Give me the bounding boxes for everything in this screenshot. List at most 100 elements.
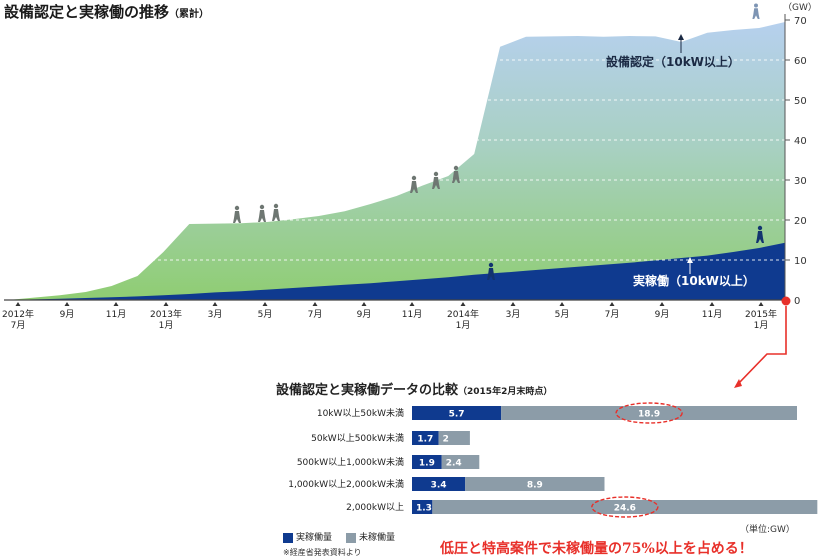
bar-operating (412, 431, 439, 445)
y-tick-label: 10 (794, 256, 807, 267)
y-unit-label: （GW） (783, 2, 817, 13)
bar-operating (412, 500, 433, 514)
bar-chart-title: 設備認定と実稼働データの比較（2015年2月末時点） (276, 379, 552, 398)
bar-value-not-operating: 24.6 (614, 504, 636, 514)
highlight-dot-icon (781, 296, 791, 306)
x-tick-marker (113, 302, 119, 306)
legend-label-operating: 実稼働量 (296, 533, 333, 543)
hiker-icon (752, 8, 760, 19)
hiker-head-icon (433, 171, 439, 177)
page-title: 設備認定と実稼働の推移（累計） (4, 1, 209, 22)
bar-operating (412, 406, 502, 420)
x-tick-marker (212, 302, 218, 306)
x-tick-label-sub: 1月 (456, 320, 471, 331)
bar-category-label: 50kW以上500kW未満 (311, 432, 404, 444)
hiker-icon (756, 231, 764, 243)
series-label-certified: 設備認定（10kW以上） (606, 54, 740, 69)
x-tick-marker (460, 302, 466, 306)
hiker-icon (452, 171, 460, 183)
legend-item-operating: 実稼働量 (283, 530, 332, 543)
legend-item-not-operating: 未稼働量 (346, 530, 395, 543)
x-tick-label: 5月 (258, 309, 273, 320)
x-tick-marker (510, 302, 516, 306)
legend-swatch-not-operating (346, 532, 357, 543)
bar-operating (412, 477, 466, 491)
bar-value-not-operating: 2.4 (446, 459, 462, 469)
operating-area (8, 242, 785, 300)
x-tick-marker (361, 302, 367, 306)
bar-value-operating: 1.9 (419, 459, 435, 469)
pointer-arrowhead-icon (734, 379, 742, 388)
bar-category-label: 500kW以上1,000kW未満 (297, 456, 404, 468)
x-tick-label: 11月 (402, 309, 422, 320)
x-tick-label: 7月 (605, 309, 620, 320)
y-tick-label: 40 (794, 136, 807, 147)
y-tick-label: 60 (794, 56, 807, 67)
pointer-arrow (737, 306, 787, 385)
hiker-head-icon (757, 225, 763, 231)
series-label-operating: 実稼働（10kW以上） (633, 273, 755, 288)
x-tick-label: 2013年 (150, 308, 182, 320)
bar-not-operating (465, 477, 605, 491)
hiker-icon (487, 268, 495, 280)
y-tick-label: 30 (794, 176, 807, 187)
series-arrowhead-operating (687, 257, 693, 263)
x-tick-label-sub: 1月 (159, 320, 174, 331)
bar-not-operating (432, 500, 818, 514)
bar-value-not-operating: 18.9 (638, 410, 660, 420)
certified-area (8, 22, 785, 300)
bar-value-operating: 1.3 (416, 504, 432, 514)
y-tick-label: 50 (794, 96, 807, 107)
bar-chart-title-main: 設備認定と実稼働データの比較 (276, 383, 459, 398)
hiker-head-icon (754, 3, 758, 8)
hiker-head-icon (488, 262, 494, 268)
page-title-sub: （累計） (169, 9, 210, 20)
bar-not-operating (441, 455, 480, 469)
x-tick-marker (64, 302, 70, 306)
bar-legend: 実稼働量 未稼働量 (283, 530, 395, 543)
hiker-head-icon (411, 175, 417, 181)
page-title-main: 設備認定と実稼働の推移 (4, 3, 170, 21)
x-tick-marker (559, 302, 565, 306)
bar-not-operating (501, 406, 797, 420)
x-tick-marker (15, 302, 21, 306)
x-tick-label: 3月 (208, 309, 223, 320)
bar-operating (412, 455, 442, 469)
hiker-head-icon (259, 204, 265, 210)
y-tick-label: 0 (794, 296, 800, 307)
x-tick-marker (758, 302, 764, 306)
x-tick-marker (163, 302, 169, 306)
bar-value-not-operating: 2 (443, 435, 449, 445)
hiker-head-icon (453, 165, 459, 171)
bar-value-operating: 3.4 (431, 481, 447, 491)
x-tick-label: 2014年 (447, 308, 479, 320)
bar-highlight-ellipse (615, 402, 683, 424)
hiker-head-icon (234, 205, 240, 211)
hiker-icon (233, 211, 241, 223)
x-tick-marker (709, 302, 715, 306)
bar-unit-label: （単位:GW） (740, 525, 795, 535)
x-tick-label: 9月 (655, 309, 670, 320)
callout-text: 低圧と特高案件で未稼働量の75%以上を占める！ (440, 541, 753, 557)
hiker-icon (272, 209, 280, 221)
x-tick-label: 5月 (555, 309, 570, 320)
x-tick-label: 9月 (60, 309, 75, 320)
y-tick-label: 70 (794, 16, 807, 27)
x-tick-label: 11月 (702, 309, 722, 320)
x-tick-marker (609, 302, 615, 306)
x-tick-label: 2015年 (745, 308, 777, 320)
x-tick-label-sub: 7月 (11, 320, 26, 331)
bar-category-label: 1,000kW以上2,000kW未満 (288, 478, 404, 490)
bar-not-operating (438, 431, 470, 445)
source-note: ※経産省発表資料より (283, 548, 362, 557)
hiker-icon (410, 181, 418, 193)
series-arrowhead-certified (678, 34, 684, 40)
bar-highlight-ellipse (591, 496, 659, 518)
x-tick-marker (409, 302, 415, 306)
x-tick-label: 7月 (308, 309, 323, 320)
bar-category-label: 2,000kW以上 (346, 502, 404, 513)
hiker-head-icon (273, 203, 279, 209)
hiker-icon (432, 177, 440, 189)
x-tick-label: 9月 (357, 309, 372, 320)
